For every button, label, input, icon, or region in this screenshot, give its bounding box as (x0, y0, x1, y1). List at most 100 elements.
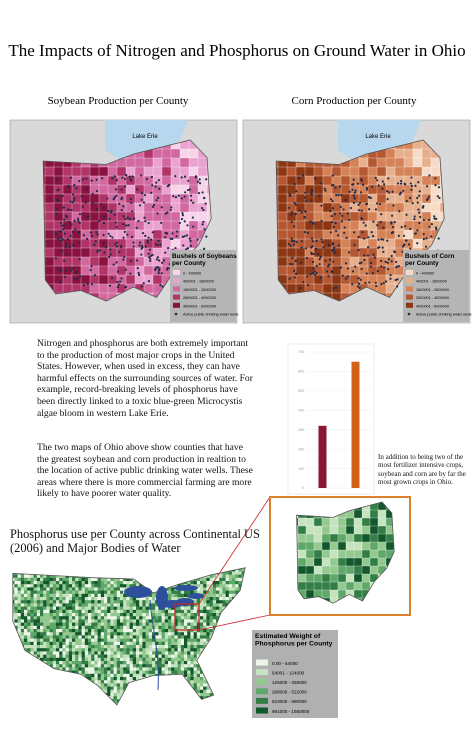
county (94, 600, 98, 604)
county (33, 629, 38, 633)
county (142, 638, 146, 643)
county (244, 696, 246, 700)
county (107, 590, 111, 595)
county (71, 166, 82, 177)
county (97, 635, 102, 639)
county (72, 600, 76, 604)
well (402, 189, 405, 192)
county (78, 577, 82, 582)
county (209, 641, 214, 646)
well (360, 217, 364, 220)
well (56, 267, 60, 270)
county (277, 202, 288, 213)
county (17, 641, 22, 646)
county (212, 584, 217, 588)
county (216, 645, 220, 649)
county (430, 211, 441, 222)
county (164, 577, 169, 582)
county (49, 571, 54, 575)
county (104, 616, 108, 620)
county (177, 593, 182, 598)
county (36, 635, 41, 639)
county (24, 632, 28, 636)
county (113, 600, 118, 604)
legend-item: 2600001 - 4000000 (416, 296, 449, 300)
county (161, 638, 166, 643)
county (212, 654, 217, 659)
county (116, 683, 121, 687)
county (8, 651, 12, 655)
county (139, 616, 143, 620)
county (81, 693, 86, 697)
county (81, 686, 86, 691)
county (126, 609, 130, 614)
county (27, 625, 31, 630)
county (235, 677, 239, 681)
well (290, 220, 293, 224)
county (125, 220, 136, 231)
well (82, 284, 86, 287)
county (145, 616, 150, 620)
well (410, 176, 413, 179)
well (335, 286, 338, 289)
county (238, 616, 242, 620)
county (59, 567, 63, 569)
county (56, 587, 60, 591)
well (122, 258, 125, 261)
county (27, 581, 31, 585)
county (94, 567, 98, 569)
county (91, 683, 95, 687)
county (168, 677, 172, 681)
county (340, 175, 351, 186)
county (212, 613, 217, 617)
well (59, 230, 62, 233)
county (59, 686, 63, 691)
county (235, 667, 239, 671)
well (310, 251, 313, 254)
county (142, 568, 146, 572)
county (8, 597, 12, 601)
county (193, 664, 198, 668)
county (46, 667, 50, 671)
county (235, 584, 239, 588)
well (66, 238, 70, 241)
county (190, 664, 194, 668)
county (8, 581, 12, 585)
well (166, 266, 169, 270)
county (190, 693, 194, 697)
well (201, 223, 204, 226)
county (248, 591, 252, 595)
county (125, 166, 136, 177)
county (116, 661, 121, 665)
county (123, 635, 127, 639)
well (103, 251, 106, 254)
well (344, 277, 348, 280)
county (44, 256, 55, 267)
county (120, 587, 124, 591)
county (216, 680, 220, 684)
county (59, 661, 63, 665)
county (72, 664, 76, 668)
county (24, 645, 28, 649)
county (100, 619, 105, 623)
county (142, 629, 146, 633)
county (171, 635, 175, 639)
county (235, 590, 239, 595)
well (290, 237, 293, 240)
county (107, 265, 118, 276)
well (115, 194, 118, 197)
county (139, 603, 143, 607)
well (55, 207, 58, 210)
well (151, 205, 155, 209)
county (46, 581, 50, 585)
county (439, 211, 445, 222)
county (43, 568, 47, 572)
county (107, 609, 111, 614)
county (52, 597, 57, 601)
county (27, 619, 31, 623)
county (30, 603, 34, 607)
y-tick-label: 700 (298, 350, 304, 354)
well (336, 234, 340, 237)
county (184, 577, 188, 582)
county (100, 597, 105, 601)
